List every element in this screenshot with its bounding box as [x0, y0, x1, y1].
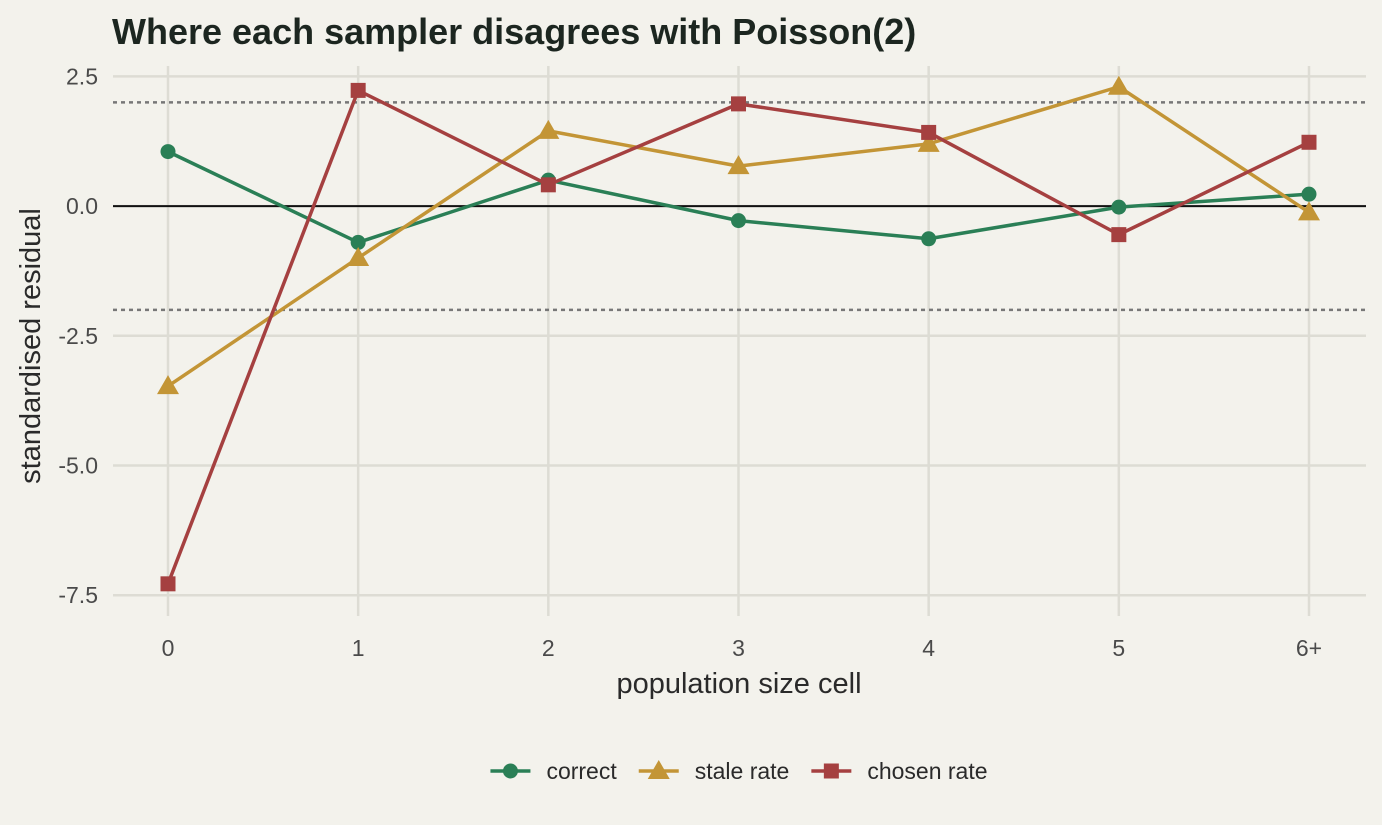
- y-tick-label: -5.0: [58, 453, 98, 479]
- data-point-chosen-rate: [540, 177, 556, 193]
- legend: correct stale rate chosen rate: [490, 758, 988, 784]
- data-point-stale-rate: [917, 132, 940, 152]
- x-tick-label: 1: [352, 635, 365, 661]
- data-point-chosen-rate: [160, 576, 176, 592]
- x-tick-label: 3: [732, 635, 745, 661]
- data-point-correct: [160, 144, 176, 160]
- x-tick-label: 0: [162, 635, 175, 661]
- data-point-stale-rate: [727, 155, 750, 175]
- data-point-correct: [1111, 199, 1127, 215]
- data-point-stale-rate: [347, 246, 370, 266]
- series-stale-rate: [157, 75, 1320, 395]
- legend-label: chosen rate: [867, 758, 987, 784]
- data-point-stale-rate: [537, 119, 560, 139]
- x-tick-label: 4: [922, 635, 935, 661]
- data-point-correct: [1301, 186, 1317, 202]
- series-chosen-rate: [160, 82, 1317, 592]
- chart-title: Where each sampler disagrees with Poisso…: [112, 11, 916, 52]
- series-layer: [157, 75, 1320, 592]
- data-point-stale-rate: [1298, 201, 1320, 221]
- x-tick-label: 5: [1112, 635, 1125, 661]
- legend-item-stale-rate: stale rate: [638, 758, 790, 784]
- x-tick-label: 6+: [1296, 635, 1322, 661]
- y-tick-label: -2.5: [58, 323, 98, 349]
- x-axis-title: population size cell: [616, 668, 861, 700]
- data-point-chosen-rate: [1301, 134, 1317, 150]
- grid: [113, 66, 1366, 616]
- data-point-stale-rate: [1107, 75, 1130, 95]
- legend-item-correct: correct: [490, 758, 617, 784]
- data-point-chosen-rate: [350, 82, 366, 98]
- data-point-correct: [350, 234, 366, 250]
- legend-label: stale rate: [695, 758, 790, 784]
- x-axis-ticks: 0 1 2 3 4 5 6+: [162, 635, 1323, 661]
- legend-label: correct: [546, 758, 617, 784]
- data-point-chosen-rate: [921, 124, 937, 140]
- data-point-correct: [731, 213, 746, 229]
- data-point-chosen-rate: [1111, 227, 1127, 243]
- data-point-correct: [921, 231, 937, 247]
- y-axis-title: standardised residual: [15, 208, 47, 484]
- legend-marker-circle: [502, 763, 518, 779]
- y-tick-label: -7.5: [58, 582, 98, 608]
- data-point-chosen-rate: [731, 96, 746, 112]
- series-correct: [160, 144, 1317, 250]
- x-tick-label: 2: [542, 635, 555, 661]
- y-axis-ticks: 2.5 0.0 -2.5 -5.0 -7.5: [58, 63, 98, 608]
- legend-marker-square: [823, 763, 839, 779]
- y-tick-label: 2.5: [66, 63, 98, 89]
- legend-marker-triangle: [647, 760, 670, 779]
- y-tick-label: 0.0: [66, 193, 98, 219]
- legend-item-chosen-rate: chosen rate: [811, 758, 988, 784]
- data-point-stale-rate: [157, 375, 179, 395]
